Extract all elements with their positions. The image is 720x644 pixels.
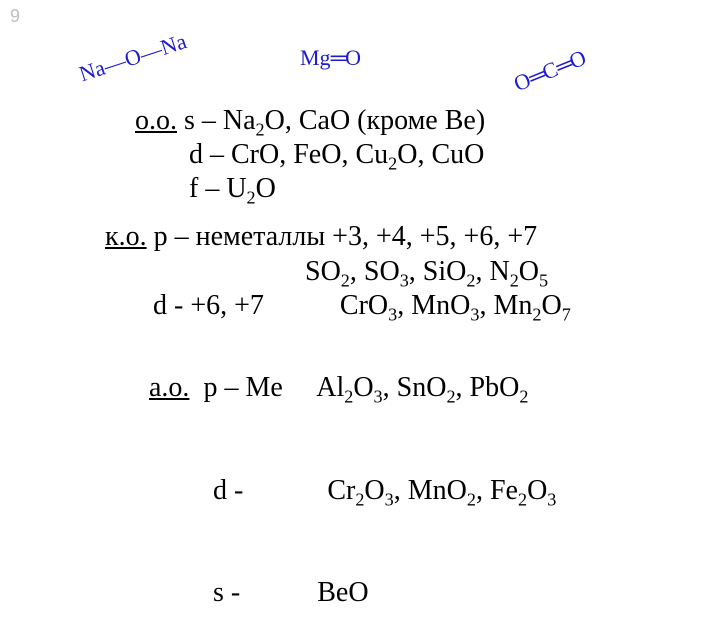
molecule-o-c-o: O═C═O xyxy=(510,45,590,97)
text: , SnO xyxy=(383,372,447,403)
text: s – Na xyxy=(177,105,256,136)
label-ko: к.о. xyxy=(105,221,147,252)
sub: 2 xyxy=(256,120,265,140)
sub: 3 xyxy=(388,304,397,324)
mgo-o: O xyxy=(345,45,361,70)
text: , N xyxy=(475,256,509,287)
text: d – CrO, FeO, Cu xyxy=(189,139,388,170)
text: O xyxy=(353,372,373,403)
sub: 2 xyxy=(510,270,519,290)
line-6: d - +6, +7CrO3, MnO3, Mn2O7 xyxy=(153,289,685,323)
text: d - Cr xyxy=(213,475,355,506)
text: , PbO xyxy=(456,372,520,403)
line-4: к.о. p – неметаллы +3, +4, +5, +6, +7 xyxy=(105,220,685,254)
line-8: d - Cr2O3, MnO2, Fe2O3 xyxy=(185,439,685,541)
text: , SO xyxy=(350,256,400,287)
label-oo: о.о. xyxy=(135,105,177,136)
line-5: SO2, SO3, SiO2, N2O5 xyxy=(305,255,685,289)
text: , Fe xyxy=(476,475,518,506)
text: O xyxy=(541,290,561,321)
sub: 2 xyxy=(344,387,353,407)
sub: 3 xyxy=(547,489,556,509)
slide-number: 9 xyxy=(10,6,20,27)
sub: 3 xyxy=(385,489,394,509)
line-3: f – U2O xyxy=(189,172,685,206)
sub: 5 xyxy=(539,270,548,290)
text: , SiO xyxy=(409,256,467,287)
slide: { "slide_number": "9", "molecules": { "n… xyxy=(0,0,720,540)
text: O xyxy=(527,475,547,506)
line-2: d – CrO, FeO, Cu2O, CuO xyxy=(189,138,685,172)
sub: 2 xyxy=(247,188,256,208)
double-bond-icon: ═ xyxy=(331,45,346,70)
text: , Mn xyxy=(479,290,532,321)
label-ao: а.о. xyxy=(149,372,189,403)
text: s - BeO xyxy=(213,577,369,608)
text: O, CuO xyxy=(397,139,484,170)
text: O xyxy=(364,475,384,506)
text: p – неметаллы +3, +4, +5, +6, +7 xyxy=(147,221,538,252)
text: f – U xyxy=(189,173,247,204)
molecule-mg-o: Mg═O xyxy=(300,45,361,71)
text: , MnO xyxy=(397,290,470,321)
text: SO xyxy=(305,256,341,287)
text: O xyxy=(519,256,539,287)
mgo-mg: Mg xyxy=(300,45,331,70)
sub: 2 xyxy=(446,387,455,407)
text: CrO xyxy=(340,290,388,321)
sub: 2 xyxy=(467,489,476,509)
line-1: о.о. s – Na2O, CaO (кроме Ве) xyxy=(135,104,685,138)
sub: 3 xyxy=(400,270,409,290)
sub: 2 xyxy=(518,489,527,509)
content: о.о. s – Na2O, CaO (кроме Ве) d – CrO, F… xyxy=(105,104,685,644)
text: p – Me Al xyxy=(189,372,344,403)
line-7: а.о. p – Me Al2O3, SnO2, PbO2 xyxy=(121,337,685,439)
text: d - +6, +7 xyxy=(153,290,264,321)
sub: 7 xyxy=(562,304,571,324)
line-9: s - BeO xyxy=(185,542,685,644)
molecule-na-o-na: Na—O—Na xyxy=(76,28,190,87)
text: O xyxy=(256,173,276,204)
sub: 2 xyxy=(388,154,397,174)
text: , MnO xyxy=(394,475,467,506)
text: O, CaO (кроме Ве) xyxy=(265,105,486,136)
sub: 3 xyxy=(374,387,383,407)
sub: 2 xyxy=(341,270,350,290)
sub: 2 xyxy=(519,387,528,407)
